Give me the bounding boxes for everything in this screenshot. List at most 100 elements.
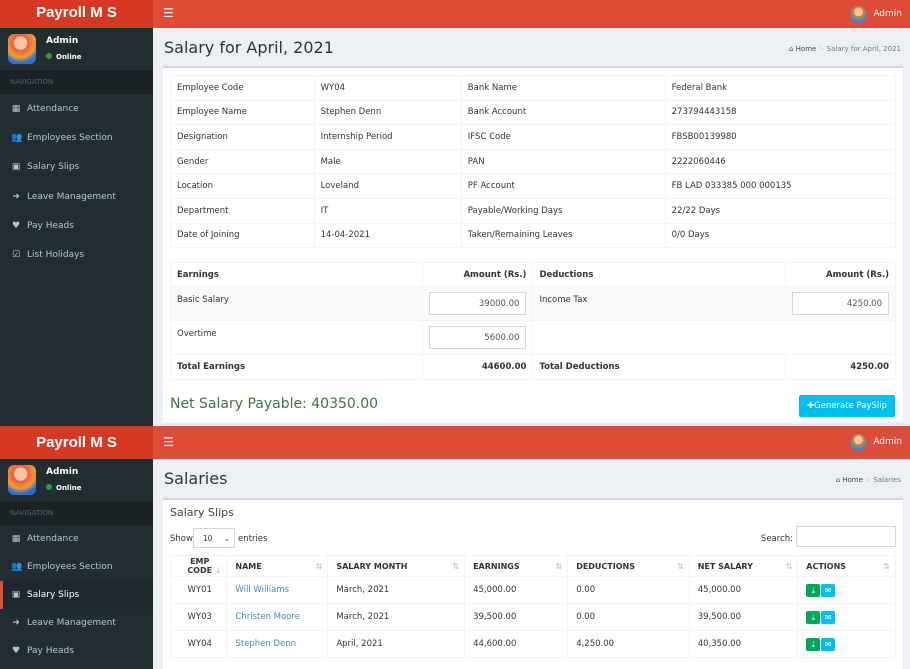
info-value: Loveland xyxy=(313,173,462,199)
sidebar-item-employees-section[interactable]: 👥 Employees Section xyxy=(11,562,113,572)
amount-header: Amount (Rs.) xyxy=(784,262,897,288)
email-icon[interactable]: ✉ xyxy=(821,610,836,624)
app-logo[interactable]: Payroll M S xyxy=(0,0,153,28)
deductions-header: Deductions xyxy=(532,262,786,288)
calendar-icon: ▦ xyxy=(11,103,21,114)
column-header-net-salary[interactable]: NET SALARY ⇅ xyxy=(688,555,799,577)
cell-earnings: 39,500.00 xyxy=(464,603,569,631)
download-icon[interactable]: ⤓ xyxy=(806,610,821,624)
cell-emp-code: WY01 xyxy=(169,576,228,604)
sidebar-item-salary-slips[interactable]: ▣ Salary Slips xyxy=(0,581,153,609)
sort-icon[interactable]: ⇅ xyxy=(452,561,460,571)
sidebar-item-employees-section[interactable]: 👥 Employees Section xyxy=(11,132,113,143)
user-menu[interactable]: Admin xyxy=(850,0,902,28)
user-panel: Admin Online xyxy=(0,28,153,70)
avatar xyxy=(850,5,868,23)
menu-toggle-icon[interactable]: ☰ xyxy=(163,435,174,449)
calendar-icon: ▦ xyxy=(11,534,21,544)
info-label: PAN xyxy=(460,148,666,175)
money-icon: ▣ xyxy=(11,590,21,600)
info-row: Designation Internship Period IFSC Code FBS… xyxy=(170,124,897,150)
sort-icon[interactable]: ↓ xyxy=(214,566,222,575)
info-value: WY04 xyxy=(313,75,462,101)
earnings-deductions-table: Earnings Amount (Rs.) Deductions Amount (Rs… xyxy=(169,262,897,381)
column-header-actions[interactable]: ACTIONS ⇅ xyxy=(797,555,896,577)
user-menu[interactable]: Admin xyxy=(850,426,902,459)
info-label: Designation xyxy=(170,124,315,150)
deduction-amount-input[interactable]: 4250.00 xyxy=(792,292,889,316)
info-label: Gender xyxy=(170,148,315,175)
sidebar-item-pay-heads[interactable]: ♥ Pay Heads xyxy=(11,646,74,656)
cell-name[interactable]: Stephen Denn xyxy=(226,630,329,658)
table-controls: Show 10 ⌄ entries Search: xyxy=(170,526,896,555)
salary-slips-box: Salary Slips Show 10 ⌄ entries Search: EM… xyxy=(163,498,903,669)
chevron-down-icon: ⌄ xyxy=(223,534,230,543)
cell-deductions: 4,250.00 xyxy=(567,630,690,658)
breadcrumb-current: Salary for April, 2021 xyxy=(826,45,901,53)
sidebar-item-list-holidays[interactable]: ☑ List Holidays xyxy=(11,250,85,261)
search-input[interactable] xyxy=(796,526,896,547)
info-label: Bank Account xyxy=(460,99,666,126)
cell-emp-code: WY04 xyxy=(169,630,228,658)
table-row: WY03 Christen Moore March, 2021 39,500.00 0.… xyxy=(169,603,896,631)
email-icon[interactable]: ✉ xyxy=(821,583,836,597)
sidebar-item-leave-management[interactable]: ➜ Leave Management xyxy=(12,618,116,628)
total-earnings: 44600.00 xyxy=(422,354,534,381)
info-value: Male xyxy=(313,148,462,175)
breadcrumb-home[interactable]: Home xyxy=(795,45,817,53)
online-status: Online xyxy=(46,484,81,492)
cell-net-salary: 40,350.00 xyxy=(688,630,799,658)
info-value: 273794443158 xyxy=(664,99,897,126)
email-icon[interactable]: ✉ xyxy=(821,637,836,651)
sort-icon[interactable]: ⇅ xyxy=(555,561,563,571)
menu-toggle-icon[interactable]: ☰ xyxy=(163,6,174,20)
sidebar-item-attendance[interactable]: ▦ Attendance xyxy=(11,103,79,114)
status-dot-icon xyxy=(46,484,52,490)
cell-name[interactable]: Christen Moore xyxy=(226,603,329,631)
generate-payslip-button[interactable]: ✚Generate PaySlip xyxy=(798,395,895,417)
cell-deductions: 0.00 xyxy=(567,603,690,631)
sidebar-item-pay-heads[interactable]: ♥ Pay Heads xyxy=(11,220,74,231)
cell-name[interactable]: Will Williams xyxy=(226,576,329,604)
column-header-emp-code[interactable]: EMP CODE ↓ xyxy=(169,555,228,577)
sort-icon[interactable]: ⇅ xyxy=(785,561,793,571)
entries-select[interactable]: 10 ⌄ xyxy=(193,528,235,548)
info-row: Location Loveland PF Account FB LAD 033385 … xyxy=(170,173,897,199)
column-header-earnings[interactable]: EARNINGS ⇅ xyxy=(464,555,569,577)
info-value: 22/22 Days xyxy=(664,197,897,224)
column-header-name[interactable]: NAME ⇅ xyxy=(226,555,329,577)
info-value: IT xyxy=(313,197,462,224)
table-row: WY01 Will Williams March, 2021 45,000.00 0.0… xyxy=(169,576,896,604)
status-dot-icon xyxy=(46,53,52,59)
online-status: Online xyxy=(46,53,81,61)
cell-salary-month: March, 2021 xyxy=(327,603,466,631)
column-header-deductions[interactable]: DEDUCTIONS ⇅ xyxy=(567,555,690,577)
earning-amount-input[interactable]: 39000.00 xyxy=(429,292,527,316)
sort-icon[interactable]: ⇅ xyxy=(677,561,684,571)
sort-icon[interactable]: ⇅ xyxy=(883,561,890,571)
earnings-header: Earnings xyxy=(169,262,424,288)
amount-header: Amount (Rs.) xyxy=(422,262,534,288)
breadcrumb-current: Salaries xyxy=(873,476,901,484)
salaries-screen: Payroll M S ☰ Admin Admin Online NAVIGATIO… xyxy=(0,426,910,669)
breadcrumb-home[interactable]: Home xyxy=(842,476,863,484)
sidebar-item-leave-management[interactable]: ➜ Leave Management xyxy=(12,191,116,202)
pay-row: Overtime 5600.00 xyxy=(169,320,897,356)
info-label: Bank Name xyxy=(460,75,666,101)
app-logo[interactable]: Payroll M S xyxy=(0,426,153,459)
earning-label: Overtime xyxy=(169,320,424,356)
sort-icon[interactable]: ⇅ xyxy=(315,561,323,571)
column-header-salary-month[interactable]: SALARY MONTH ⇅ xyxy=(327,555,466,577)
total-deductions: 4250.00 xyxy=(784,354,897,381)
sidebar-item-salary-slips[interactable]: ▣ Salary Slips xyxy=(11,162,80,173)
top-navbar: ☰ Admin xyxy=(153,0,910,28)
sidebar: Admin Online NAVIGATION ▦ Attendance 👥 Employe… xyxy=(0,28,153,426)
sidebar-item-attendance[interactable]: ▦ Attendance xyxy=(11,534,79,544)
download-icon[interactable]: ⤓ xyxy=(806,637,821,651)
info-value: Stephen Denn xyxy=(313,99,462,126)
sign-out-icon: ➜ xyxy=(12,618,20,628)
user-name: Admin xyxy=(873,437,902,447)
earning-amount-input[interactable]: 5600.00 xyxy=(429,326,527,350)
download-icon[interactable]: ⤓ xyxy=(806,583,821,597)
info-value: Internship Period xyxy=(313,124,462,150)
